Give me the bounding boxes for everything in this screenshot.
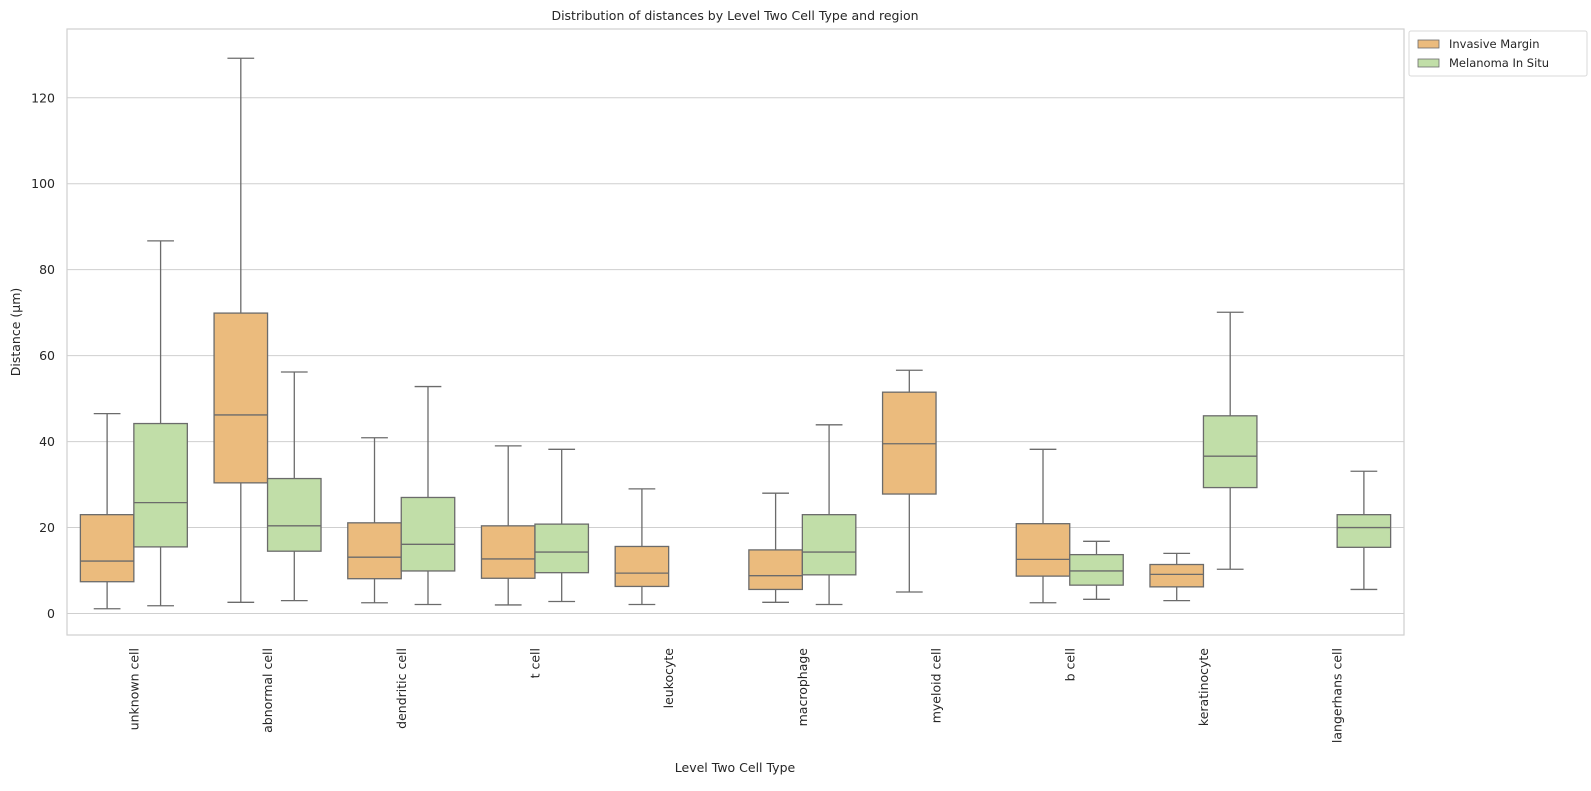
box-invasive-margin-dendritic-cell <box>347 437 402 604</box>
box-melanoma-in-situ-b-cell <box>1069 540 1124 600</box>
box-invasive-margin-keratinocyte <box>1149 552 1205 602</box>
box-invasive-margin-macrophage <box>748 492 803 603</box>
box-iqr <box>400 496 456 572</box>
x-tick-label: b cell <box>1062 648 1077 681</box>
box-iqr <box>1202 415 1258 489</box>
y-tick-label: 60 <box>39 348 55 363</box>
y-tick-label: 100 <box>31 176 55 191</box>
box-iqr <box>614 545 670 588</box>
y-tick-label: 40 <box>39 434 55 449</box>
legend: Invasive Margin Melanoma In Situ <box>1408 30 1588 77</box>
legend-frame <box>1408 30 1588 77</box>
box-iqr <box>748 549 803 591</box>
box-invasive-margin-t-cell <box>480 445 536 606</box>
x-tick-label: abnormal cell <box>260 648 275 733</box>
box-iqr <box>534 523 590 574</box>
box-invasive-margin-leukocyte <box>614 488 670 606</box>
box-melanoma-in-situ-macrophage <box>801 424 857 606</box>
x-axis-label: Level Two Cell Type <box>675 760 796 775</box>
y-tick-label: 20 <box>39 520 55 535</box>
box-melanoma-in-situ-dendritic-cell <box>400 385 456 606</box>
box-iqr <box>347 522 402 580</box>
chart-title: Distribution of distances by Level Two C… <box>551 8 918 23</box>
box-melanoma-in-situ-t-cell <box>534 448 590 603</box>
legend-swatch-invasive-margin <box>1417 39 1440 49</box>
box-iqr <box>1069 553 1124 586</box>
y-axis-ticks: 0 20 40 60 80 100 120 <box>31 90 55 621</box>
box-iqr <box>79 514 135 583</box>
box-invasive-margin-b-cell <box>1015 448 1071 604</box>
box-iqr <box>213 312 269 484</box>
boxes-layer <box>79 57 1392 610</box>
y-axis-label: Distance (µm) <box>8 288 23 377</box>
x-tick-label: leukocyte <box>661 648 676 709</box>
box-iqr <box>1015 523 1071 577</box>
x-tick-label: langerhans cell <box>1330 648 1345 743</box>
box-iqr <box>801 514 857 576</box>
box-invasive-margin-abnormal-cell <box>213 57 269 603</box>
y-tick-label: 0 <box>47 606 55 621</box>
legend-swatch-melanoma-in-situ <box>1417 58 1440 68</box>
box-melanoma-in-situ-langerhans-cell <box>1336 470 1392 591</box>
box-invasive-margin-myeloid-cell <box>881 369 937 593</box>
box-melanoma-in-situ-abnormal-cell <box>266 371 322 602</box>
box-iqr <box>1336 514 1392 548</box>
box-iqr <box>1149 563 1205 588</box>
box-iqr <box>480 525 536 579</box>
box-iqr <box>133 422 188 548</box>
x-tick-label: dendritic cell <box>394 648 409 729</box>
x-tick-label: unknown cell <box>126 648 141 730</box>
x-tick-label: macrophage <box>795 648 810 727</box>
box-melanoma-in-situ-unknown-cell <box>133 240 188 607</box>
box-melanoma-in-situ-keratinocyte <box>1202 311 1258 570</box>
legend-label-invasive-margin: Invasive Margin <box>1449 37 1540 51</box>
x-tick-label: myeloid cell <box>929 648 944 723</box>
y-tick-label: 120 <box>31 90 55 105</box>
legend-label-melanoma-in-situ: Melanoma In Situ <box>1449 56 1549 70</box>
box-iqr <box>266 477 322 552</box>
x-axis-ticks: unknown cell abnormal cell dendritic cell t… <box>126 648 1344 743</box>
x-tick-label: t cell <box>527 648 542 678</box>
y-tick-label: 80 <box>39 262 55 277</box>
plot-frame <box>66 28 1405 636</box>
box-invasive-margin-unknown-cell <box>79 413 135 610</box>
x-tick-label: keratinocyte <box>1196 648 1211 726</box>
